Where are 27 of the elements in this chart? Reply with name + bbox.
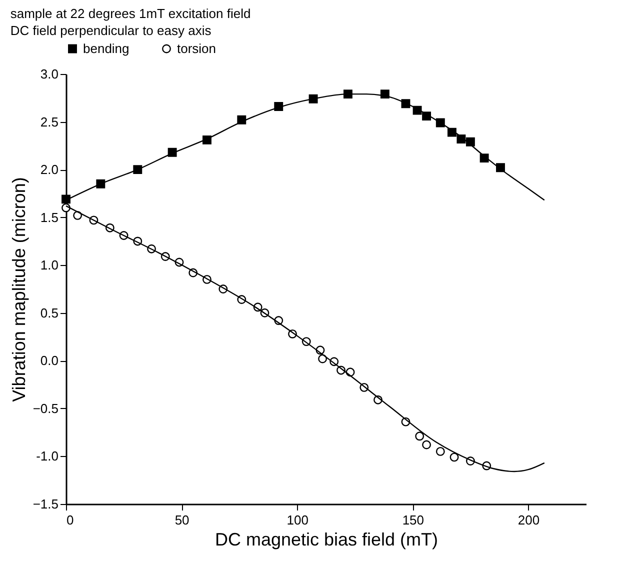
x-tick-label: 0: [66, 512, 74, 528]
y-tick-label: 2.0: [40, 162, 58, 178]
y-tick-label: 1.5: [40, 210, 58, 225]
chart-subtitle: DC field perpendicular to easy axis: [10, 23, 212, 38]
x-axis-title: DC magnetic bias field (mT): [214, 530, 438, 550]
y-tick-label: −0.5: [32, 400, 58, 416]
chart-title: sample at 22 degrees 1mT excitation field: [10, 6, 251, 21]
y-tick-label: 0.5: [40, 305, 58, 320]
legend-label: torsion: [177, 40, 216, 56]
x-tick-label: 50: [174, 512, 190, 528]
y-tick-label: −1.5: [32, 496, 58, 512]
point: [62, 194, 70, 204]
y-tick-label: -1.0: [36, 448, 58, 464]
y-tick-label: 0.0: [40, 353, 58, 368]
x-tick-label: 100: [286, 512, 308, 528]
y-tick-label: 1.0: [40, 258, 58, 273]
x-tick-label: 150: [402, 512, 424, 528]
point: [422, 440, 432, 450]
y-axis-title: Vibration maplitude (micron): [8, 177, 29, 402]
point: [450, 452, 459, 462]
x-tick-label: 200: [518, 512, 540, 528]
y-tick-label: 3.0: [40, 66, 58, 82]
legend-label: bending: [83, 40, 130, 56]
point: [415, 432, 424, 441]
y-tick-label: 2.5: [40, 114, 58, 130]
point: [436, 446, 445, 456]
point: [343, 90, 352, 99]
